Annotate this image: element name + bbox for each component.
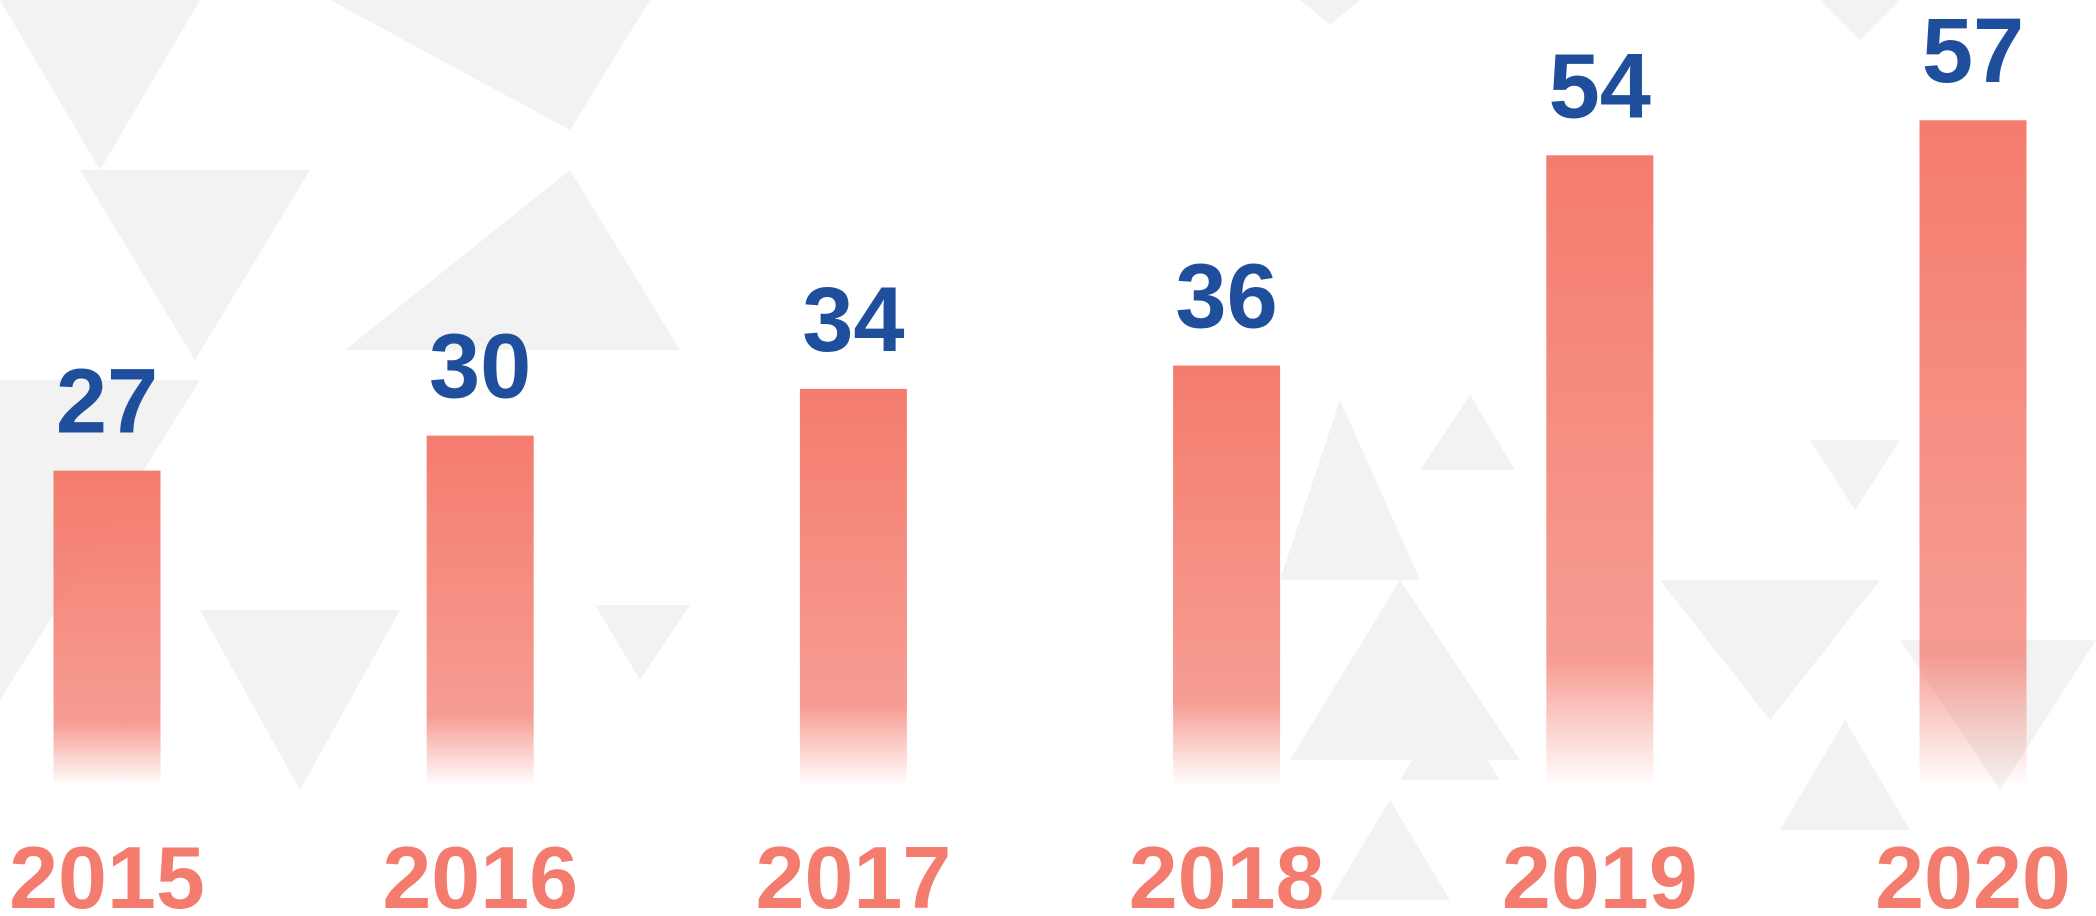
value-label: 34 [802,269,904,371]
bar [799,388,907,786]
bar [1173,365,1281,786]
category-label: 2019 [1502,828,1698,916]
bars: 27 2015 30 2016 34 2017 36 2018 54 2019 57 2020 [9,0,2071,916]
value-label: 36 [1175,246,1277,348]
category-label: 2017 [756,828,952,916]
bar [1546,155,1654,786]
bar [53,470,161,786]
value-label: 27 [56,351,158,453]
category-label: 2015 [9,828,205,916]
value-label: 54 [1549,35,1651,137]
value-label: 30 [429,316,531,418]
category-label: 2018 [1129,828,1325,916]
category-label: 2020 [1875,828,2071,916]
bar [1919,120,2027,787]
value-label: 57 [1922,0,2024,102]
bar [426,435,534,786]
category-label: 2016 [382,828,578,916]
